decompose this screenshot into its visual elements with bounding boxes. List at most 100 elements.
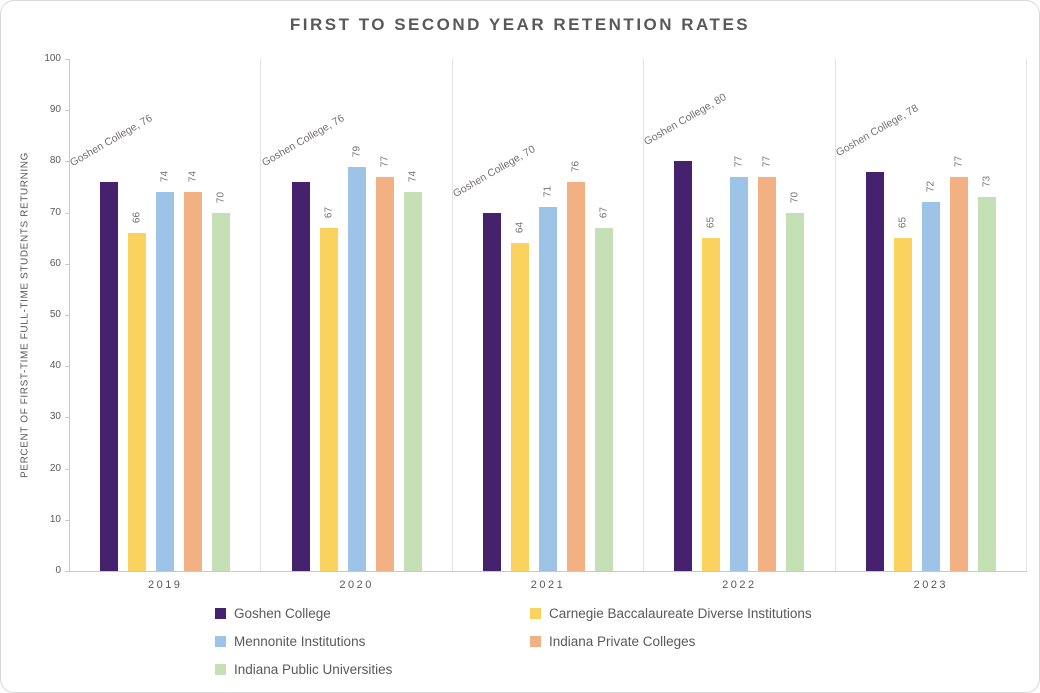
- bar: [212, 212, 231, 571]
- bar-value-label: 64: [514, 222, 526, 234]
- y-tick-label: 40: [49, 360, 61, 372]
- x-axis-label: 2022: [722, 579, 757, 591]
- bar-value-label: 74: [187, 171, 199, 183]
- goshen-callout-label: Goshen College, 80: [642, 91, 729, 149]
- bar-value-label: 79: [351, 145, 363, 157]
- x-axis-label: 2023: [913, 579, 949, 591]
- legend-item: Indiana Private Colleges: [530, 631, 812, 651]
- legend: Goshen College Carnegie Baccalaureate Div…: [215, 603, 812, 679]
- bar-wrap: 77: [758, 156, 777, 571]
- bar: [403, 192, 422, 571]
- bar-wrap: Goshen College, 80: [642, 92, 729, 571]
- y-tick-mark: [65, 366, 69, 368]
- bar: [483, 212, 502, 571]
- bar-value-label: 65: [705, 217, 717, 229]
- bar: [758, 176, 777, 571]
- legend-item: Goshen College: [215, 603, 530, 623]
- plot-area: 0 10 20 30 40 50 60 70 80 90 100 Goshen College, 76…: [44, 53, 1028, 591]
- bar-value-label: 67: [598, 206, 610, 219]
- bar-wrap: 77: [375, 156, 394, 571]
- y-tick-label: 50: [49, 309, 61, 320]
- bar-value-label: 71: [542, 186, 554, 198]
- bar: [921, 202, 940, 571]
- y-tick-mark: [65, 263, 69, 265]
- bar-value-label: 73: [981, 176, 993, 188]
- y-tick-label: 70: [49, 206, 61, 218]
- bar-wrap: 76: [567, 161, 586, 571]
- bar: [375, 176, 394, 571]
- bar: [184, 192, 203, 571]
- legend-label: Carnegie Baccalaureate Diverse Instituti…: [549, 605, 812, 621]
- bar: [319, 227, 338, 571]
- bar-value-label: 66: [131, 212, 143, 224]
- y-tick-mark: [65, 110, 69, 112]
- bar-wrap: 66: [128, 212, 147, 571]
- y-tick-mark: [65, 212, 69, 214]
- bar-wrap: 65: [893, 217, 912, 571]
- legend-label: Indiana Public Universities: [234, 661, 393, 677]
- category-group: Goshen College, 78 65 72 77 73 2023: [833, 59, 1028, 591]
- y-tick-label: 90: [49, 104, 61, 116]
- bar: [128, 233, 147, 571]
- y-tick-label: 80: [49, 155, 61, 167]
- bar-wrap: 64: [511, 222, 530, 571]
- bar-wrap: 77: [949, 156, 968, 571]
- y-tick-mark: [65, 315, 69, 316]
- category-group: Goshen College, 76 67 79 77 74 2020: [259, 59, 453, 591]
- bar-wrap: 74: [156, 171, 175, 571]
- goshen-callout-label: Goshen College, 76: [259, 112, 347, 169]
- bar: [674, 161, 693, 571]
- bar-value-label: 77: [733, 155, 745, 167]
- y-tick-label: 60: [49, 257, 61, 269]
- x-axis-label: 2021: [530, 579, 566, 591]
- bar: [949, 176, 968, 571]
- bar: [786, 212, 805, 571]
- category-group: Goshen College, 80 65 77 77 70 2022: [642, 59, 836, 591]
- bar-value-label: 65: [897, 217, 909, 229]
- legend-label: Goshen College: [234, 605, 331, 621]
- x-axis-label: 2019: [147, 579, 183, 591]
- x-axis-label: 2020: [339, 579, 374, 591]
- bar-wrap: 79: [347, 145, 366, 571]
- y-tick-mark: [65, 417, 69, 419]
- category-group: Goshen College, 70 64 71 76 67 2021: [451, 59, 645, 591]
- y-tick-label: 30: [49, 411, 61, 423]
- bar: [977, 197, 996, 571]
- bar-value-label: 72: [925, 181, 937, 193]
- bar-wrap: 72: [921, 181, 940, 571]
- bar-wrap: 70: [212, 192, 231, 571]
- bar: [865, 171, 884, 571]
- y-tick-mark: [65, 519, 69, 521]
- y-tick-label: 100: [44, 53, 61, 64]
- bar-wrap: Goshen College, 70: [451, 143, 537, 571]
- legend-item: Indiana Public Universities: [215, 659, 530, 679]
- bar-wrap: 74: [184, 171, 203, 571]
- bar: [347, 166, 366, 571]
- bar: [702, 238, 721, 571]
- bar: [730, 176, 749, 571]
- bar-wrap: 70: [786, 192, 805, 571]
- bar-value-label: 74: [407, 171, 419, 183]
- y-tick-label: 0: [55, 565, 61, 576]
- legend-swatch: [215, 607, 226, 619]
- legend-swatch: [215, 663, 226, 675]
- bar: [511, 243, 530, 571]
- bar-value-label: 70: [215, 191, 227, 203]
- bar-wrap: 67: [319, 207, 338, 571]
- legend-item: Mennonite Institutions: [215, 631, 530, 651]
- bar: [291, 181, 310, 571]
- bar: [156, 192, 175, 571]
- bar: [567, 181, 586, 571]
- bar-value-label: 77: [761, 155, 773, 167]
- bar-value-label: 77: [953, 155, 965, 167]
- bar-wrap: 77: [730, 156, 749, 571]
- bar-wrap: Goshen College, 76: [68, 112, 155, 571]
- bar-value-label: 77: [379, 155, 391, 167]
- bar: [100, 181, 119, 571]
- goshen-callout-label: Goshen College, 78: [833, 101, 921, 159]
- legend-item: Carnegie Baccalaureate Diverse Instituti…: [530, 603, 812, 623]
- legend-swatch: [530, 607, 541, 619]
- y-tick-mark: [65, 59, 69, 60]
- chart-title: FIRST TO SECOND YEAR RETENTION RATES: [289, 15, 751, 34]
